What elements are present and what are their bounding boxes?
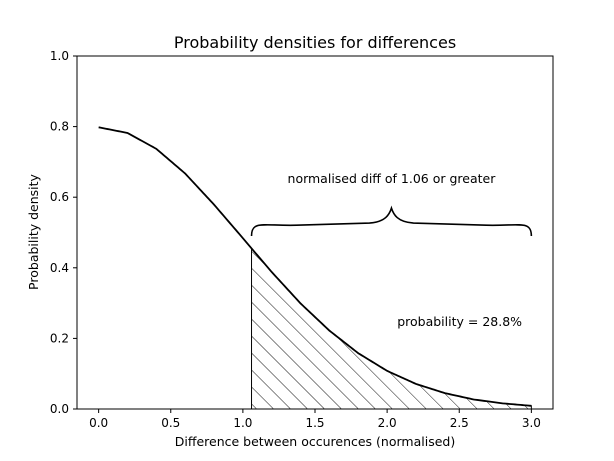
y-tick-label: 0.4: [50, 261, 69, 275]
y-tick-label: 0.2: [50, 331, 69, 345]
x-tick-label: 0.0: [89, 416, 108, 430]
x-tick-label: 3.0: [522, 416, 541, 430]
x-tick-label: 2.5: [450, 416, 469, 430]
chart-title: Probability densities for differences: [174, 33, 456, 52]
y-tick-label: 1.0: [50, 49, 69, 63]
probability-annotation: probability = 28.8%: [397, 314, 522, 329]
x-axis: 0.0 0.5 1.0 1.5 2.0 2.5 3.0: [89, 409, 541, 430]
plot-area: [76, 55, 554, 410]
x-tick-label: 1.5: [305, 416, 324, 430]
y-tick-label: 0.8: [50, 120, 69, 134]
x-axis-label: Difference between occurences (normalise…: [175, 434, 455, 449]
y-tick-label: 0.0: [50, 402, 69, 416]
brace-label: normalised diff of 1.06 or greater: [288, 171, 497, 186]
y-tick-label: 0.6: [50, 190, 69, 204]
brace: [250, 205, 533, 237]
density-curve: [98, 126, 532, 407]
x-tick-label: 1.0: [233, 416, 252, 430]
x-tick-label: 0.5: [161, 416, 180, 430]
x-tick-label: 2.0: [378, 416, 397, 430]
y-axis-label: Probability density: [26, 173, 41, 289]
y-axis: 0.0 0.2 0.4 0.6 0.8 1.0: [50, 49, 77, 416]
